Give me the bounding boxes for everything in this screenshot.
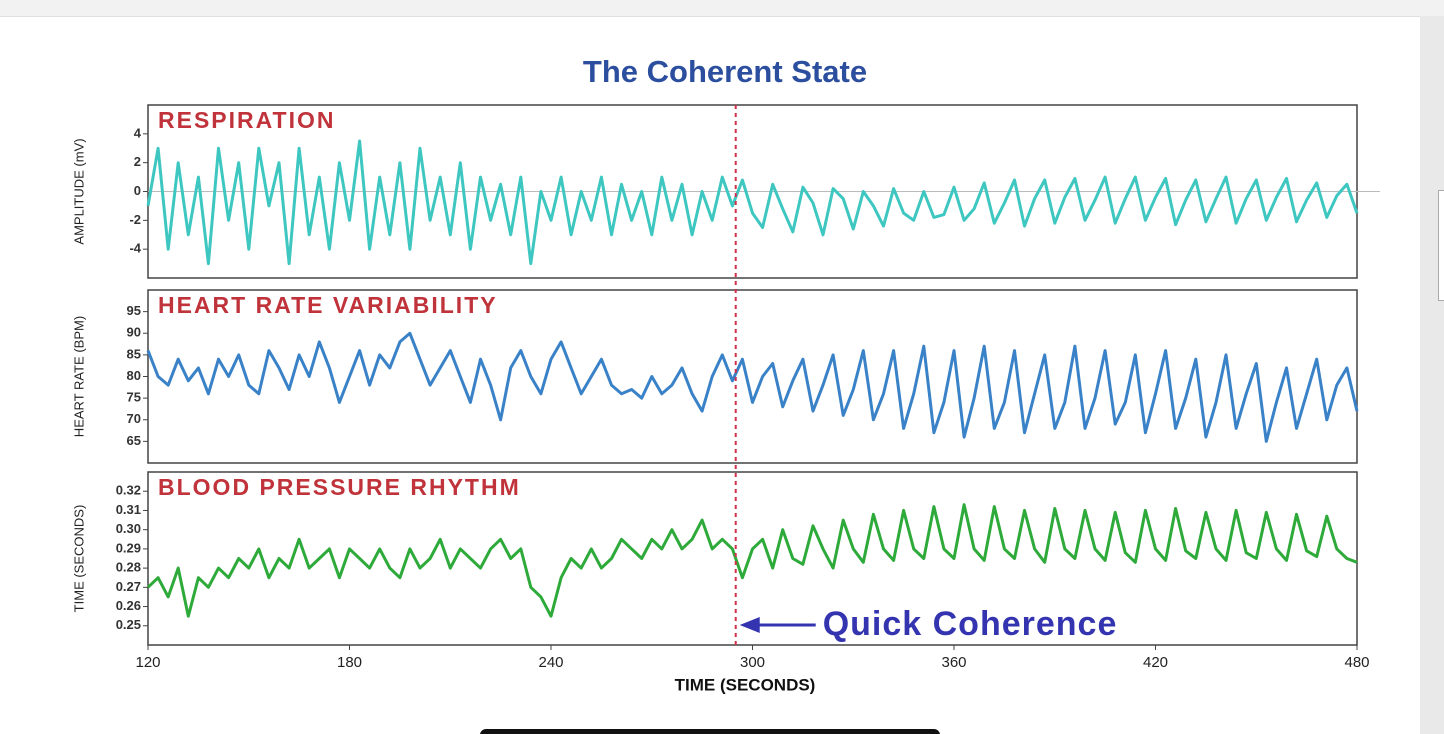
y-tick-label: 85 <box>127 346 141 361</box>
x-tick-label: 360 <box>941 654 966 671</box>
y-tick-label: 65 <box>127 433 141 448</box>
side-strip <box>1420 16 1444 734</box>
annotation-text: Quick Coherence <box>823 605 1118 643</box>
y-axis-label: AMPLITUDE (mV) <box>71 138 86 244</box>
x-tick-label: 240 <box>538 654 563 671</box>
y-tick-label: 0.29 <box>116 540 141 555</box>
plot: -4 -2 0 2 4 AMPLITUDE (mV) RESPIRATION 65 70 75 80… <box>71 104 1380 671</box>
x-tick-label: 180 <box>337 654 362 671</box>
y-axis-label: TIME (SECONDS) <box>71 505 86 613</box>
data-line <box>146 139 1359 266</box>
y-tick-label: 0.26 <box>116 598 141 613</box>
top-bar <box>0 0 1444 16</box>
y-tick-label: 90 <box>127 325 141 340</box>
y-tick-label: 75 <box>127 390 141 405</box>
y-tick-label: 95 <box>127 303 141 318</box>
side-box[interactable] <box>1438 190 1444 301</box>
y-tick-label: 0.31 <box>116 502 141 517</box>
y-tick-label: 80 <box>127 368 141 383</box>
data-line <box>146 503 1358 618</box>
y-axis-label: HEART RATE (BPM) <box>71 316 86 437</box>
panel-title: BLOOD PRESSURE RHYTHM <box>158 474 521 500</box>
y-tick-label: 0.28 <box>116 560 141 575</box>
y-tick-label: -4 <box>129 241 141 256</box>
x-tick-label: 420 <box>1143 654 1168 671</box>
y-tick-label: 4 <box>134 125 142 140</box>
bottom-bar[interactable] <box>480 729 940 734</box>
y-tick-label: -2 <box>129 212 141 227</box>
annotation-arrowhead <box>739 617 760 633</box>
x-tick-label: 120 <box>135 654 160 671</box>
chart-title: The Coherent State <box>583 54 867 89</box>
y-tick-label: 2 <box>134 154 141 169</box>
panel-title: HEART RATE VARIABILITY <box>158 292 498 318</box>
x-tick-label: 300 <box>740 654 765 671</box>
y-tick-label: 0.30 <box>116 521 141 536</box>
data-line <box>146 331 1359 443</box>
panel <box>147 471 1358 646</box>
x-axis-label: TIME (SECONDS) <box>675 675 816 694</box>
y-tick-label: 70 <box>127 411 141 426</box>
y-tick-label: 0 <box>134 183 141 198</box>
y-tick-label: 0.27 <box>116 579 141 594</box>
y-tick-label: 0.25 <box>116 617 141 632</box>
panel-title: RESPIRATION <box>158 107 335 133</box>
x-tick-label: 480 <box>1344 654 1369 671</box>
y-tick-label: 0.32 <box>116 483 141 498</box>
